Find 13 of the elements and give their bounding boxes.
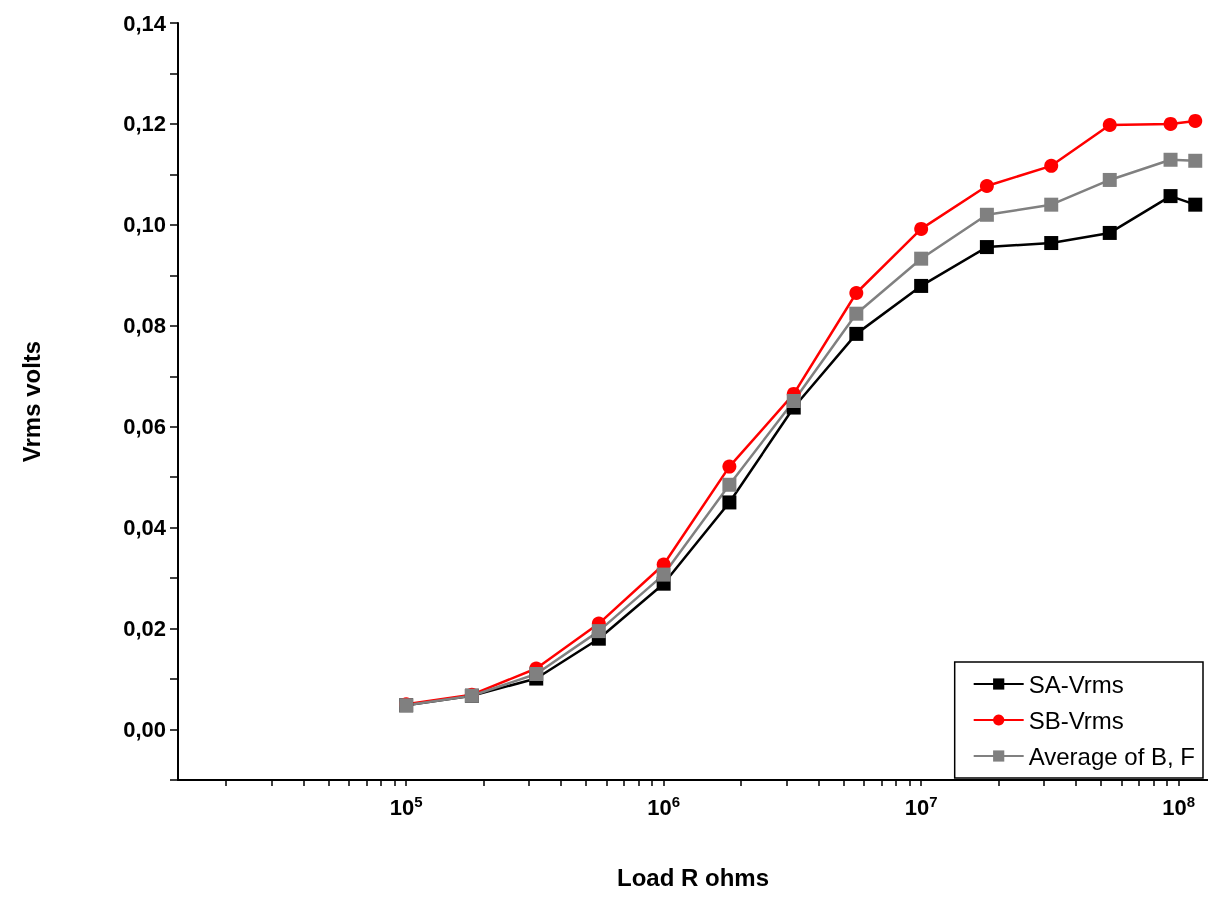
legend-label: SB-Vrms [1028, 706, 1124, 734]
y-axis-title: Vrms volts [17, 340, 45, 463]
y-tick-label: 0,10 [123, 212, 166, 238]
y-tick-label: 0,04 [123, 515, 167, 541]
y-tick-label: 0,02 [123, 616, 166, 642]
y-tick-label: 0,12 [123, 111, 166, 137]
y-tick-label: 0,00 [123, 717, 166, 743]
y-tick-label: 0,14 [123, 10, 167, 36]
x-axis-title: Load R ohms [616, 863, 770, 891]
y-tick-label: 0,06 [123, 414, 166, 440]
y-tick-label: 0,08 [123, 313, 166, 339]
legend-label: Average of B, F [1028, 742, 1195, 770]
legend-label: SA-Vrms [1028, 670, 1124, 698]
